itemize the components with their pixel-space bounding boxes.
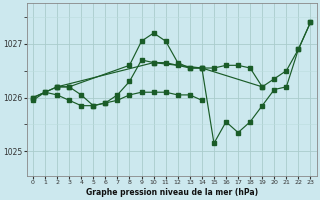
X-axis label: Graphe pression niveau de la mer (hPa): Graphe pression niveau de la mer (hPa) [86, 188, 258, 197]
